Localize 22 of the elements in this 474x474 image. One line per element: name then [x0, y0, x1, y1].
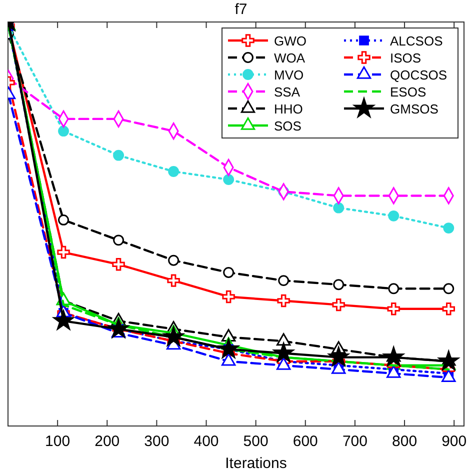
legend-label: QOCSOS	[390, 68, 448, 82]
legend-label: WOA	[274, 50, 306, 66]
x-tick-label: 100	[45, 433, 70, 450]
x-tick-label: 200	[94, 433, 120, 450]
x-axis-title: Iterations	[225, 455, 287, 472]
x-tick-label: 300	[144, 433, 170, 450]
legend-label: SSA	[274, 84, 300, 100]
legend-label: MVO	[274, 68, 304, 82]
legend-label: ESOS	[390, 84, 426, 100]
x-tick-label: 700	[342, 433, 368, 450]
legend-label: GWO	[274, 34, 306, 48]
x-tick-label: 800	[392, 433, 418, 450]
legend-label: HHO	[274, 102, 303, 116]
legend-label: ISOS	[390, 50, 422, 66]
x-tick-label: 400	[194, 433, 219, 450]
x-tick-label: 500	[243, 433, 268, 450]
legend-label: GMSOS	[390, 102, 439, 116]
legend-label: ALCSOS	[390, 34, 444, 48]
chart-title: f7	[234, 1, 248, 18]
x-tick-label: 600	[292, 433, 318, 450]
legend-label: SOS	[274, 118, 302, 134]
x-tick-label: 900	[442, 433, 467, 450]
